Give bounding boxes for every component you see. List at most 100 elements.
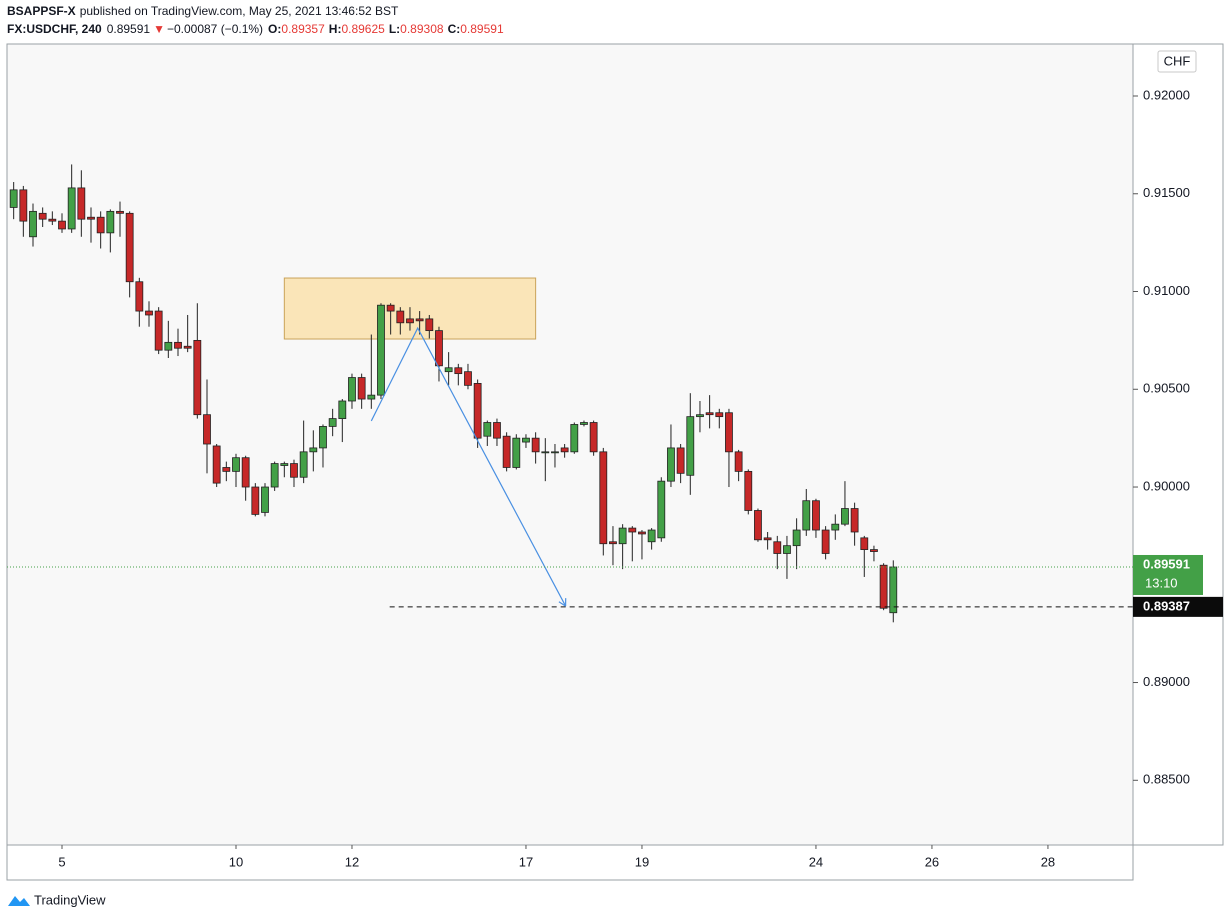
candle-body: [9, 189, 18, 208]
candle-body: [483, 422, 492, 437]
candle-body: [309, 447, 318, 453]
candle-body: [502, 435, 511, 468]
high-label: H:: [329, 22, 342, 36]
candle-body: [58, 220, 66, 230]
y-tick-label: 0.89000: [1143, 674, 1190, 689]
candle-body: [299, 451, 308, 478]
x-tick-label: 17: [519, 854, 533, 869]
candle-body: [425, 318, 434, 332]
low-label: L:: [389, 22, 400, 36]
y-tick-label: 0.90500: [1143, 381, 1190, 396]
x-tick-label: 28: [1041, 854, 1055, 869]
candle-body: [754, 510, 762, 541]
y-tick-label: 0.91000: [1143, 283, 1190, 298]
candle-body: [444, 367, 453, 373]
candle-body: [338, 400, 347, 419]
y-tick-label: 0.92000: [1143, 87, 1190, 102]
last-price-box: [1133, 554, 1203, 595]
candle-body: [19, 189, 28, 222]
candle-body: [802, 500, 811, 531]
candle-body: [96, 216, 105, 234]
candle-body: [580, 422, 588, 425]
candle-body: [812, 500, 820, 531]
header-line-1: BSAPPSF-X published on TradingView.com, M…: [7, 4, 399, 18]
candle-body: [464, 371, 472, 386]
candle-body: [164, 341, 173, 351]
y-tick-label: 0.88500: [1143, 772, 1190, 787]
footer-logo: [8, 896, 30, 906]
logo-icon: [8, 896, 30, 906]
candle-body: [850, 508, 859, 533]
candle-body: [261, 486, 269, 513]
time-axis: [6, 844, 1134, 881]
candle-body: [454, 367, 463, 375]
last-price-label: 0.89591: [1143, 556, 1190, 571]
candle-body: [222, 467, 231, 472]
candle-body: [183, 345, 192, 349]
candle-body: [174, 341, 182, 349]
candle-body: [560, 447, 569, 453]
arrow-path: [370, 326, 567, 607]
candle-body: [667, 447, 675, 482]
currency-box: [1157, 50, 1197, 73]
candle-body: [328, 418, 337, 427]
candle-body: [589, 422, 598, 453]
candle-body: [715, 412, 724, 418]
candle-body: [406, 318, 414, 324]
close-label: C:: [448, 22, 461, 36]
candle-body: [386, 304, 395, 312]
candle-body: [696, 414, 704, 418]
symbol: FX:USDCHF, 240: [7, 22, 102, 36]
candle-body: [686, 416, 695, 476]
candle-body: [67, 187, 76, 230]
candle-body: [570, 424, 579, 453]
candle-body: [154, 310, 163, 351]
candle-body: [348, 377, 356, 402]
candle-body: [831, 523, 840, 531]
open-label: O:: [268, 22, 281, 36]
open-value: 0.89357: [281, 22, 325, 36]
author: BSAPPSF-X: [7, 4, 76, 18]
candle-body: [135, 281, 144, 312]
candle-body: [116, 210, 124, 214]
candle-body: [705, 412, 714, 416]
y-tick-label: 0.91500: [1143, 185, 1190, 200]
last-price: 0.89591: [107, 22, 151, 36]
candle-body: [241, 457, 250, 488]
candle-body: [879, 564, 888, 609]
candle-body: [125, 212, 134, 283]
close-value: 0.89591: [460, 22, 504, 36]
candle-body: [493, 422, 501, 439]
candle-body: [415, 318, 424, 322]
candle-body: [145, 310, 153, 316]
candle-body: [473, 383, 482, 439]
candle-body: [270, 463, 279, 488]
candle-body: [870, 549, 878, 552]
candle-body: [821, 529, 830, 554]
countdown: 13:10: [1145, 575, 1178, 590]
candle-body: [841, 508, 849, 525]
x-tick-label: 19: [635, 854, 649, 869]
candle-body: [512, 437, 521, 468]
low-value: 0.89308: [400, 22, 444, 36]
candle-body: [48, 218, 57, 222]
candle-body: [87, 216, 95, 220]
candle-body: [193, 339, 202, 416]
candle-body: [522, 437, 530, 443]
high-value: 0.89625: [341, 22, 385, 36]
candle-body: [435, 330, 443, 367]
candle-body: [541, 451, 550, 454]
candle-body: [657, 480, 666, 539]
candle-body: [357, 377, 366, 400]
candle-body: [232, 457, 240, 472]
direction: ▼: [153, 22, 165, 36]
candle-body: [212, 445, 221, 484]
candle-body: [773, 541, 782, 554]
candle-body: [106, 210, 115, 234]
level-label-box: [1133, 596, 1223, 617]
change: −0.00087 (−0.1%): [167, 22, 263, 36]
arrow-head: [558, 601, 566, 607]
published: published on TradingView.com, May 25, 20…: [80, 4, 399, 18]
candle-body: [367, 394, 376, 400]
